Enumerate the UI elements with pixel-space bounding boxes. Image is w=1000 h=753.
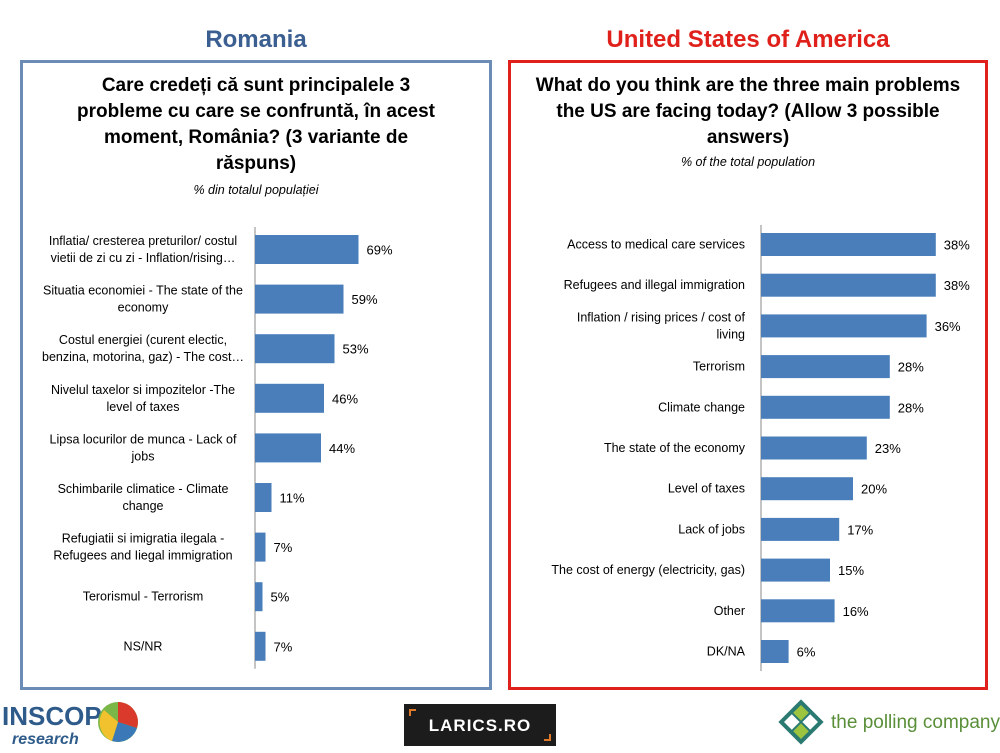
bar [255,532,266,562]
bar [255,334,335,364]
category-label: Refugiatii si imigratia ilegala -Refugee… [53,532,232,563]
bar [761,273,936,297]
usa-chart-panel: What do you think are the three main pro… [508,60,988,690]
romania-chart-panel: Care credeți că sunt principalele 3 prob… [20,60,492,690]
bar [255,631,266,661]
bar [761,355,890,379]
data-label: 36% [935,319,961,334]
data-label: 53% [343,342,369,357]
category-label: Refugees and illegal immigration [564,278,745,292]
data-label: 11% [280,491,305,506]
bar [761,640,789,663]
inscop-logo: INSCOP research [0,698,140,748]
romania-bar-chart: 69% Inflatia/ cresterea preturilor/ costu… [42,227,393,669]
romania-header: Romania [205,26,307,53]
usa-bar-chart: 38% Access to medical care services 38% Ref… [551,225,970,671]
category-label: Lack of jobs [678,522,745,536]
bar [255,383,324,413]
usa-header: United States of America [606,26,890,53]
bar [761,436,867,460]
data-label: 6% [797,645,816,660]
category-label: DK/NA [707,645,746,659]
bar [761,517,840,541]
bar [761,477,853,501]
larics-logo-text: LARICS.RO [429,716,532,735]
bar [255,235,359,264]
category-label: Lipsa locurilor de munca - Lack of jobs [50,432,237,463]
category-label: Nivelul taxelor si impozitelor -The level… [51,383,235,414]
larics-logo: LARICS.RO [404,704,556,746]
data-label: 15% [838,563,864,578]
bar [255,582,263,612]
category-label: NS/NR [124,639,163,653]
data-label: 5% [271,590,290,605]
category-label: Situatia economiei - The state of the eco… [43,284,243,315]
romania-question: Care credeți că sunt principalele 3 prob… [77,75,435,174]
category-label: Level of taxes [668,482,745,496]
bar [761,558,830,582]
polling-company-logo: the polling company [775,698,1000,748]
category-label: The cost of energy (electricity, gas) [551,563,745,577]
romania-subtitle: % din totalul populației [193,183,319,197]
bar [761,233,936,256]
data-label: 38% [944,278,970,293]
bar [761,314,927,338]
data-label: 69% [367,243,393,258]
data-label: 7% [274,639,293,654]
category-label: Costul energiei (curent electic, benzina,… [42,333,244,364]
category-label: Terrorism [693,360,745,374]
category-label: Climate change [658,400,745,414]
usa-question: What do you think are the three main pro… [535,75,961,148]
category-label: Inflation / rising prices / cost of livin… [577,310,746,341]
inscop-logo-subtext: research [12,731,79,748]
category-label: The state of the economy [604,441,746,455]
data-label: 59% [352,292,378,307]
usa-subtitle: % of the total population [680,155,816,169]
category-label: Access to medical care services [567,238,745,252]
data-label: 44% [329,441,355,456]
data-label: 28% [898,400,924,415]
polling-logo-text: the polling company [831,712,1000,733]
data-label: 17% [847,522,873,537]
data-label: 16% [843,604,869,619]
category-label: Terorismul - Terrorism [83,590,204,604]
bar [761,599,835,623]
bar [761,395,890,419]
data-label: 20% [861,482,887,497]
bar [255,483,272,512]
category-label: Other [714,604,745,618]
category-label: Schimbarile climatice - Climate change [58,482,229,513]
category-label: Inflatia/ cresterea preturilor/ costul vi… [49,234,237,265]
bar [255,284,344,314]
inscop-logo-text: INSCOP [2,701,102,731]
bar [255,433,321,463]
data-label: 38% [944,238,970,253]
data-label: 7% [274,540,293,555]
data-label: 28% [898,360,924,375]
data-label: 46% [332,391,358,406]
data-label: 23% [875,441,901,456]
